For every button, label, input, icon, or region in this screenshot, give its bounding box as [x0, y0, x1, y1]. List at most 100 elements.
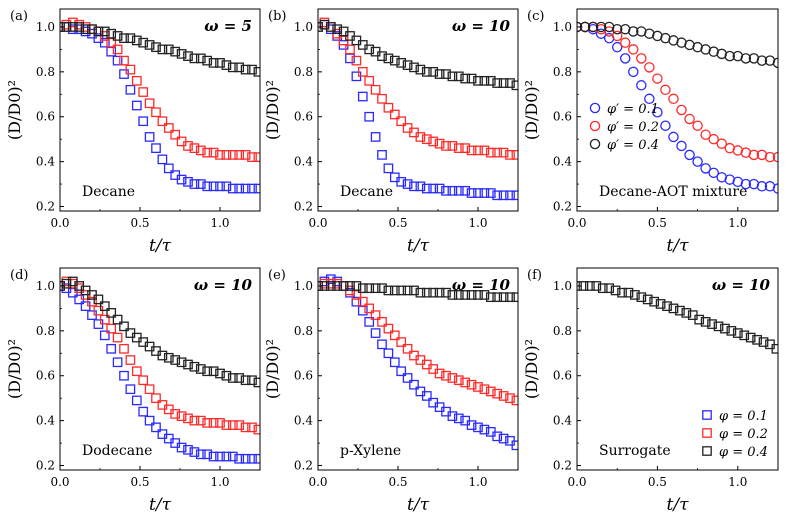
data-point — [377, 283, 387, 294]
data-point — [195, 364, 206, 374]
data-point — [202, 147, 213, 158]
data-point — [157, 116, 168, 127]
data-point — [93, 26, 104, 37]
data-point — [466, 73, 477, 84]
data-point — [434, 287, 445, 298]
data-point — [724, 174, 736, 185]
data-point — [383, 323, 394, 334]
data-point — [221, 370, 232, 381]
series-group — [60, 276, 260, 464]
data-point — [125, 64, 136, 75]
data-point — [447, 185, 458, 196]
data-point — [176, 357, 187, 368]
data-point — [318, 22, 323, 32]
axes-frame — [576, 8, 779, 212]
x-tick-label: 0.5 — [648, 216, 667, 230]
data-point — [364, 111, 375, 122]
data-point — [112, 31, 123, 41]
data-point — [724, 50, 736, 62]
data-point — [183, 359, 193, 370]
data-point — [460, 143, 471, 154]
data-point — [183, 176, 193, 187]
data-point — [157, 350, 168, 361]
data-point — [485, 292, 496, 303]
data-point — [131, 35, 142, 46]
data-point — [240, 150, 251, 160]
data-point — [676, 37, 687, 48]
data-point — [479, 424, 490, 435]
data-point — [208, 366, 219, 377]
legend-label: φ = 0.1 — [719, 409, 768, 424]
fluid-annotation: Decane — [82, 184, 135, 200]
data-point — [389, 357, 400, 368]
data-point — [611, 30, 623, 42]
data-point — [453, 71, 464, 82]
data-point — [623, 287, 634, 298]
data-point — [748, 53, 760, 64]
data-point — [208, 181, 219, 192]
data-point — [511, 150, 518, 160]
data-point — [479, 75, 490, 86]
data-point — [202, 181, 213, 192]
y-tick-label: 0.4 — [553, 155, 572, 169]
data-point — [318, 281, 323, 291]
data-point — [587, 21, 599, 33]
x-tick-label: 0.0 — [567, 216, 586, 230]
data-point — [221, 60, 232, 70]
data-point — [183, 444, 193, 455]
panel-label: (a) — [10, 9, 28, 24]
data-point — [99, 301, 110, 312]
data-point — [144, 384, 155, 395]
series-group — [577, 281, 778, 354]
data-point — [603, 32, 615, 44]
data-point — [441, 185, 451, 196]
data-point — [112, 314, 123, 325]
data-point — [681, 308, 692, 318]
data-point — [370, 84, 381, 95]
data-point — [345, 281, 355, 291]
data-point — [421, 183, 432, 194]
data-point — [138, 116, 149, 127]
y-tick-label: 0.6 — [36, 110, 55, 124]
data-point — [636, 53, 647, 64]
data-point — [74, 22, 85, 32]
data-point — [151, 107, 161, 118]
data-point — [170, 409, 181, 419]
x-tick-label: 1.0 — [468, 475, 487, 489]
data-point — [498, 292, 509, 303]
data-point — [498, 190, 509, 201]
data-point — [630, 290, 640, 300]
data-point — [700, 163, 711, 174]
data-point — [106, 343, 117, 354]
data-point — [377, 317, 387, 327]
data-point — [60, 281, 65, 291]
data-point — [234, 62, 245, 73]
data-point — [628, 26, 639, 37]
data-point — [611, 41, 623, 53]
data-point — [597, 283, 608, 294]
data-point — [409, 62, 419, 73]
data-point — [668, 93, 679, 105]
data-point — [377, 150, 387, 160]
data-point — [389, 109, 400, 120]
y-tick-label: 0.4 — [36, 414, 55, 428]
data-point — [125, 33, 136, 44]
data-point — [396, 58, 407, 68]
data-point — [253, 152, 260, 162]
y-tick-label: 0.8 — [294, 65, 313, 79]
data-point — [138, 87, 149, 97]
data-point — [189, 143, 200, 154]
y-tick-label: 1.0 — [36, 20, 55, 34]
data-point — [610, 285, 621, 296]
data-point — [151, 422, 161, 433]
data-point — [151, 143, 161, 154]
data-point — [764, 151, 776, 163]
data-point — [700, 129, 711, 140]
data-point — [720, 323, 730, 334]
data-point — [409, 181, 419, 192]
data-point — [370, 328, 381, 338]
panel-a: 0.0 0.5 1.0 0.2 0.4 0.6 0.8 1.0 t/τ (D/D0)² (a) ω =… — [5, 8, 261, 256]
data-point — [421, 134, 432, 145]
data-point — [660, 84, 671, 96]
